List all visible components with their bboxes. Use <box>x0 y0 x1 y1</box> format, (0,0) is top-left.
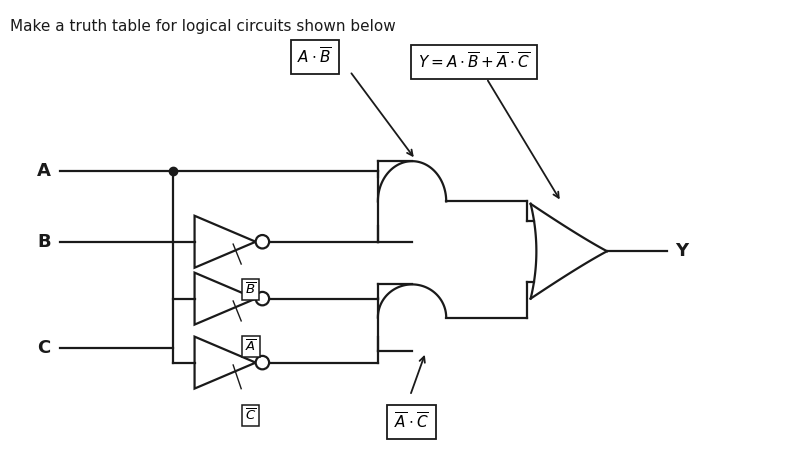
Ellipse shape <box>255 235 269 248</box>
Text: $\overline{A}$: $\overline{A}$ <box>245 339 257 354</box>
Text: C: C <box>38 339 51 357</box>
Text: B: B <box>38 233 51 251</box>
Ellipse shape <box>255 356 269 369</box>
Text: $\overline{A} \cdot \overline{C}$: $\overline{A} \cdot \overline{C}$ <box>393 412 428 432</box>
Ellipse shape <box>255 292 269 305</box>
Text: $\overline{C}$: $\overline{C}$ <box>245 408 256 423</box>
Text: Y: Y <box>675 242 687 260</box>
Text: A: A <box>37 162 51 180</box>
Text: $Y = A \cdot \overline{B} + \overline{A} \cdot \overline{C}$: $Y = A \cdot \overline{B} + \overline{A}… <box>418 52 530 72</box>
Text: $A \cdot \overline{B}$: $A \cdot \overline{B}$ <box>297 47 332 67</box>
Text: $\overline{B}$: $\overline{B}$ <box>245 282 256 297</box>
Text: Make a truth table for logical circuits shown below: Make a truth table for logical circuits … <box>10 19 395 34</box>
